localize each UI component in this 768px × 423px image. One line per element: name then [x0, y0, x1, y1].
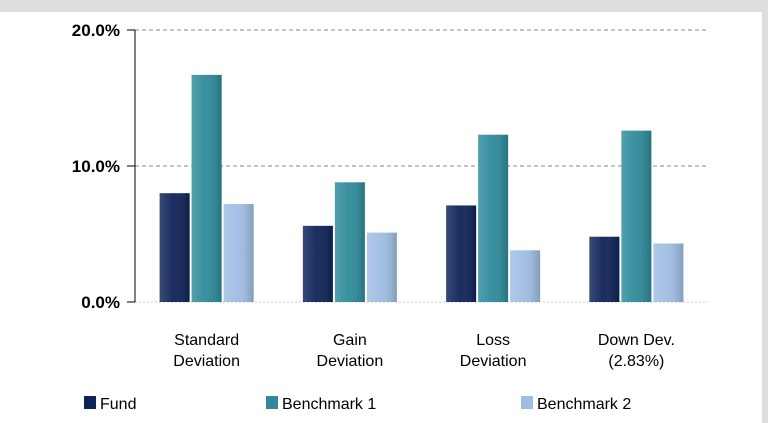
bar-shading [478, 134, 509, 302]
bar [366, 232, 397, 302]
bar [191, 74, 222, 302]
category-label: Gain [333, 332, 367, 349]
bar [478, 134, 509, 302]
legend-swatch [266, 396, 278, 409]
legend-label: Benchmark 1 [282, 396, 376, 413]
bar-shading [589, 236, 620, 302]
y-tick-label: 20.0% [72, 21, 120, 40]
top-border [0, 0, 768, 12]
legend-item: Fund [84, 396, 136, 413]
bar-shading [191, 74, 222, 302]
category-label: Deviation [460, 353, 527, 370]
y-tick-label: 10.0% [72, 157, 120, 176]
bar [334, 182, 365, 302]
bar-shading [223, 204, 254, 302]
bar [159, 193, 190, 302]
bar [510, 250, 541, 302]
legend-item: Benchmark 1 [266, 396, 376, 413]
axes [127, 29, 136, 303]
bar [223, 204, 254, 302]
bars [159, 74, 684, 302]
bar [621, 130, 652, 302]
bar [653, 243, 684, 302]
category-label: (2.83%) [608, 353, 664, 370]
legend-swatch [521, 396, 533, 409]
bar-shading [653, 243, 684, 302]
bar [589, 236, 620, 302]
bar [302, 225, 333, 302]
y-tick-label: 0.0% [81, 293, 120, 312]
category-label: Loss [476, 332, 510, 349]
legend-swatch [84, 396, 96, 409]
bar-shading [302, 225, 333, 302]
legend-item: Benchmark 2 [521, 396, 631, 413]
bar-shading [334, 182, 365, 302]
bar [446, 205, 477, 302]
legend-label: Benchmark 2 [537, 396, 631, 413]
bar-shading [621, 130, 652, 302]
bar-shading [366, 232, 397, 302]
y-tick-labels: 0.0% 10.0% 20.0% [72, 21, 120, 312]
legend: Fund Benchmark 1 Benchmark 2 [84, 396, 631, 413]
right-border [762, 12, 768, 423]
category-label: Standard [174, 332, 239, 349]
category-label: Deviation [173, 353, 240, 370]
category-label: Deviation [317, 353, 384, 370]
bar-shading [446, 205, 477, 302]
legend-label: Fund [100, 396, 136, 413]
category-label: Down Dev. [598, 332, 675, 349]
bar-shading [159, 193, 190, 302]
bar-shading [510, 250, 541, 302]
category-labels: Standard Deviation Gain Deviation Loss Deviat… [173, 332, 675, 370]
